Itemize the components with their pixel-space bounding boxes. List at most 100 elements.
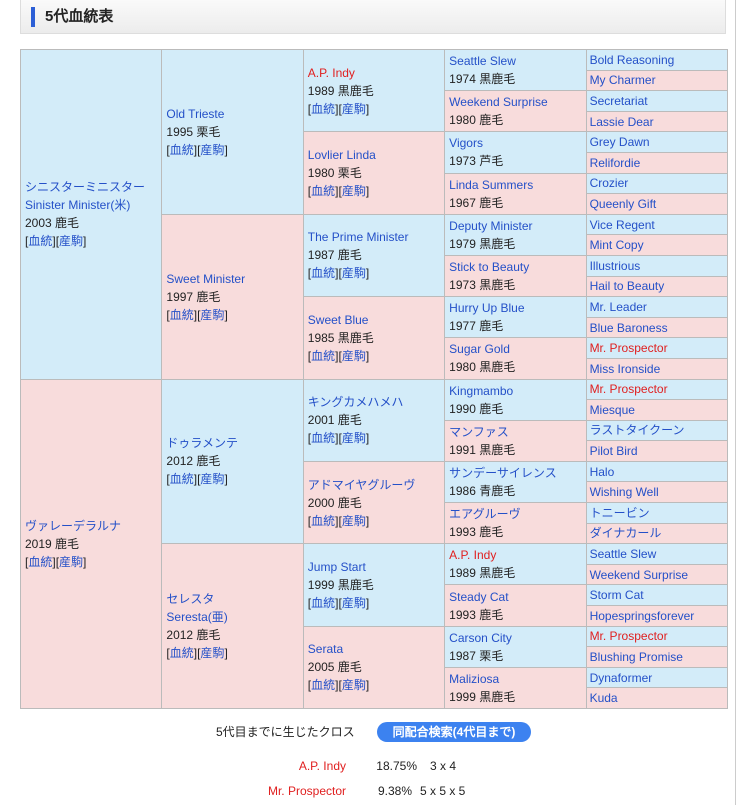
- horse-name[interactable]: Weekend Surprise: [449, 95, 548, 110]
- horse-name[interactable]: Carson City: [449, 630, 512, 645]
- horse-name[interactable]: ドゥラメンテ: [166, 436, 239, 451]
- pedigree-link[interactable]: 血統: [28, 554, 53, 569]
- horse-name[interactable]: Kuda: [589, 691, 618, 706]
- horse-name[interactable]: Lassie Dear: [589, 114, 654, 129]
- offspring-link[interactable]: 産駒: [341, 513, 366, 528]
- horse-name[interactable]: Lovlier Linda: [307, 148, 376, 163]
- horse-name[interactable]: Stick to Beauty: [449, 260, 530, 275]
- pedigree-link[interactable]: 血統: [311, 678, 336, 693]
- horse-name[interactable]: Mr. Prospector: [589, 341, 668, 356]
- pedigree-link[interactable]: 血統: [311, 266, 336, 281]
- horse-name[interactable]: Hail to Beauty: [589, 279, 665, 294]
- offspring-link[interactable]: 産駒: [341, 431, 366, 446]
- horse-name[interactable]: Relifordie: [589, 155, 641, 170]
- offspring-link[interactable]: 産駒: [341, 348, 366, 363]
- horse-cell-gen5: ラストタイクーン: [585, 419, 729, 442]
- horse-name[interactable]: A.P. Indy: [449, 548, 497, 563]
- pedigree-link[interactable]: 血統: [311, 431, 336, 446]
- offspring-link[interactable]: 産駒: [200, 646, 225, 661]
- horse-name[interactable]: Miss Ironside: [589, 361, 661, 376]
- horse-name[interactable]: Mr. Prospector: [589, 629, 668, 644]
- horse-name[interactable]: Mr. Prospector: [589, 382, 668, 397]
- horse-name[interactable]: アドマイヤグルーヴ: [307, 477, 416, 492]
- horse-name[interactable]: Kingmambo: [449, 383, 514, 398]
- pedigree-link[interactable]: 血統: [311, 348, 336, 363]
- horse-name[interactable]: Illustrious: [589, 258, 641, 273]
- offspring-link[interactable]: 産駒: [59, 234, 84, 249]
- horse-cell-gen4: Kingmambo 1990 鹿毛: [444, 378, 587, 421]
- horse-name[interactable]: Sweet Blue: [307, 312, 369, 327]
- horse-name[interactable]: Miesque: [589, 402, 635, 417]
- horse-name[interactable]: A.P. Indy: [307, 65, 355, 80]
- horse-name[interactable]: Vice Regent: [589, 217, 655, 232]
- horse-name[interactable]: ダイナカール: [589, 526, 662, 541]
- pedigree-link[interactable]: 血統: [311, 101, 336, 116]
- horse-name[interactable]: Dynaformer: [589, 670, 653, 685]
- offspring-link[interactable]: 産駒: [341, 101, 366, 116]
- horse-name[interactable]: Grey Dawn: [589, 135, 650, 150]
- horse-name[interactable]: Pilot Bird: [589, 444, 638, 459]
- horse-name[interactable]: Sweet Minister: [166, 271, 246, 286]
- pedigree-link[interactable]: 血統: [28, 234, 53, 249]
- horse-name[interactable]: エアグルーヴ: [449, 507, 521, 522]
- horse-name[interactable]: Serata: [307, 642, 344, 657]
- horse-name[interactable]: Storm Cat: [589, 588, 644, 603]
- horse-name[interactable]: Old Trieste: [166, 106, 225, 121]
- pedigree-link[interactable]: 血統: [169, 142, 194, 157]
- horse-name[interactable]: Steady Cat: [449, 589, 509, 604]
- offspring-link[interactable]: 産駒: [341, 595, 366, 610]
- horse-name[interactable]: ヴァレーデラルナ: [25, 518, 122, 533]
- horse-cell-gen5: Hopespringsforever: [585, 605, 729, 627]
- horse-name[interactable]: Wishing Well: [589, 485, 659, 500]
- offspring-link[interactable]: 産駒: [59, 554, 84, 569]
- horse-name[interactable]: Hopespringsforever: [589, 608, 695, 623]
- horse-name[interactable]: Halo: [589, 464, 615, 479]
- horse-name[interactable]: Crozier: [589, 176, 629, 191]
- horse-name[interactable]: Sugar Gold: [449, 342, 510, 357]
- horse-name[interactable]: サンデーサイレンス: [449, 465, 557, 480]
- horse-name[interactable]: Jump Start: [307, 559, 366, 574]
- horse-name[interactable]: My Charmer: [589, 73, 656, 88]
- horse-name[interactable]: マンファス: [449, 424, 509, 439]
- offspring-link[interactable]: 産駒: [341, 266, 366, 281]
- horse-info: 1995 栗毛: [166, 124, 221, 139]
- horse-name[interactable]: セレスタ: [166, 592, 215, 607]
- horse-name[interactable]: Mr. Leader: [589, 299, 647, 314]
- horse-name[interactable]: トニービン: [589, 505, 650, 520]
- horse-name[interactable]: Vigors: [449, 136, 483, 151]
- horse-name-en[interactable]: Sinister Minister(米): [25, 198, 131, 213]
- same-breeding-search-button[interactable]: 同配合検索(4代目まで): [377, 722, 531, 742]
- horse-name[interactable]: Seattle Slew: [589, 547, 657, 562]
- horse-name-en[interactable]: Seresta(亜): [166, 610, 228, 625]
- horse-name[interactable]: Weekend Surprise: [589, 567, 689, 582]
- horse-name[interactable]: Hurry Up Blue: [449, 301, 525, 316]
- horse-name[interactable]: Queenly Gift: [589, 196, 657, 211]
- horse-name[interactable]: キングカメハメハ: [307, 395, 404, 410]
- horse-name[interactable]: Bold Reasoning: [589, 52, 675, 67]
- offspring-link[interactable]: 産駒: [200, 142, 225, 157]
- pedigree-link[interactable]: 血統: [311, 595, 336, 610]
- cross-horse-name[interactable]: Mr. Prospector: [267, 784, 346, 798]
- offspring-link[interactable]: 産駒: [341, 184, 366, 199]
- horse-name[interactable]: Blue Baroness: [589, 320, 668, 335]
- pedigree-link[interactable]: 血統: [311, 184, 336, 199]
- offspring-link[interactable]: 産駒: [200, 307, 225, 322]
- offspring-link[interactable]: 産駒: [341, 678, 366, 693]
- horse-name[interactable]: Mint Copy: [589, 238, 644, 253]
- cross-horse-name[interactable]: A.P. Indy: [298, 759, 346, 773]
- horse-name[interactable]: Deputy Minister: [449, 218, 533, 233]
- pedigree-link[interactable]: 血統: [169, 307, 194, 322]
- pedigree-link[interactable]: 血統: [169, 646, 194, 661]
- pedigree-link[interactable]: 血統: [169, 472, 194, 487]
- pedigree-link[interactable]: 血統: [311, 513, 336, 528]
- horse-name[interactable]: Linda Summers: [449, 177, 534, 192]
- offspring-link[interactable]: 産駒: [200, 472, 225, 487]
- horse-name[interactable]: シニスターミニスター: [25, 180, 146, 195]
- horse-name[interactable]: ラストタイクーン: [589, 423, 685, 438]
- horse-name[interactable]: Seattle Slew: [449, 54, 516, 69]
- horse-name[interactable]: Secretariat: [589, 93, 648, 108]
- horse-name[interactable]: The Prime Minister: [307, 230, 409, 245]
- horse-name[interactable]: Maliziosa: [449, 671, 500, 686]
- horse-cell-gen4: Maliziosa 1999 黒鹿毛: [444, 666, 587, 710]
- horse-name[interactable]: Blushing Promise: [589, 650, 683, 665]
